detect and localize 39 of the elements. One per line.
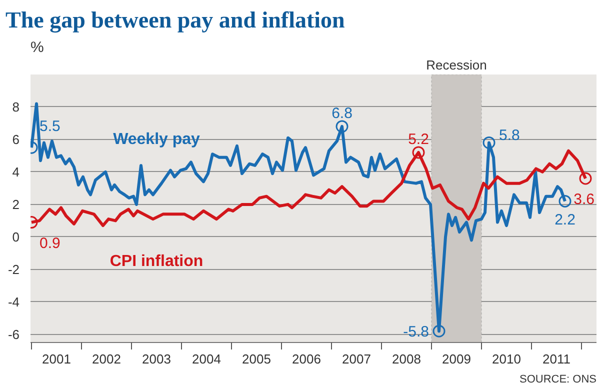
annotation: 5.5 (40, 118, 60, 136)
annotation: 6.8 (332, 104, 352, 122)
y-tick-label: 0 (12, 229, 20, 244)
y-tick-label: -2 (8, 262, 20, 277)
y-tick-label: 4 (12, 164, 20, 180)
series-label: CPI inflation (110, 252, 204, 270)
annotation: 5.8 (499, 127, 520, 144)
x-tick-label: 2007 (342, 352, 371, 366)
x-tick-label: 2010 (492, 352, 521, 366)
source-note: SOURCE: ONS (519, 374, 597, 386)
annotation: 0.9 (40, 234, 60, 252)
annotation: 2.2 (554, 212, 576, 229)
x-tick-label: 2005 (242, 352, 271, 366)
x-tick-label: 2004 (192, 352, 221, 366)
point (336, 120, 348, 133)
band-label: Recession (426, 57, 487, 72)
point (412, 146, 425, 159)
annotation: 5.2 (408, 130, 429, 148)
point (432, 324, 446, 338)
y-axis-title: % (30, 38, 44, 56)
x-tick-label: 2008 (392, 352, 421, 366)
y-tick-label: 6 (12, 132, 20, 147)
chart-title: The gap between pay and inflation (6, 8, 346, 34)
y-tick-label: 8 (12, 99, 20, 114)
point (482, 136, 496, 149)
point (558, 194, 572, 208)
point (579, 172, 592, 185)
series-label: Weekly pay (113, 130, 200, 148)
x-tick-label: 2006 (292, 352, 321, 366)
x-tick-label: 2003 (142, 352, 171, 366)
x-tick-label: 2009 (442, 352, 471, 366)
y-tick-label: 2 (12, 196, 20, 212)
x-tick-label: 2002 (92, 352, 121, 366)
annotation: -5.8 (403, 324, 430, 341)
y-tick-label: -4 (8, 294, 20, 310)
x-tick-label: 2001 (42, 352, 71, 366)
x-tick-label: 2011 (542, 352, 570, 366)
annotation: 3.6 (574, 190, 595, 208)
y-tick-label: -6 (8, 326, 20, 342)
